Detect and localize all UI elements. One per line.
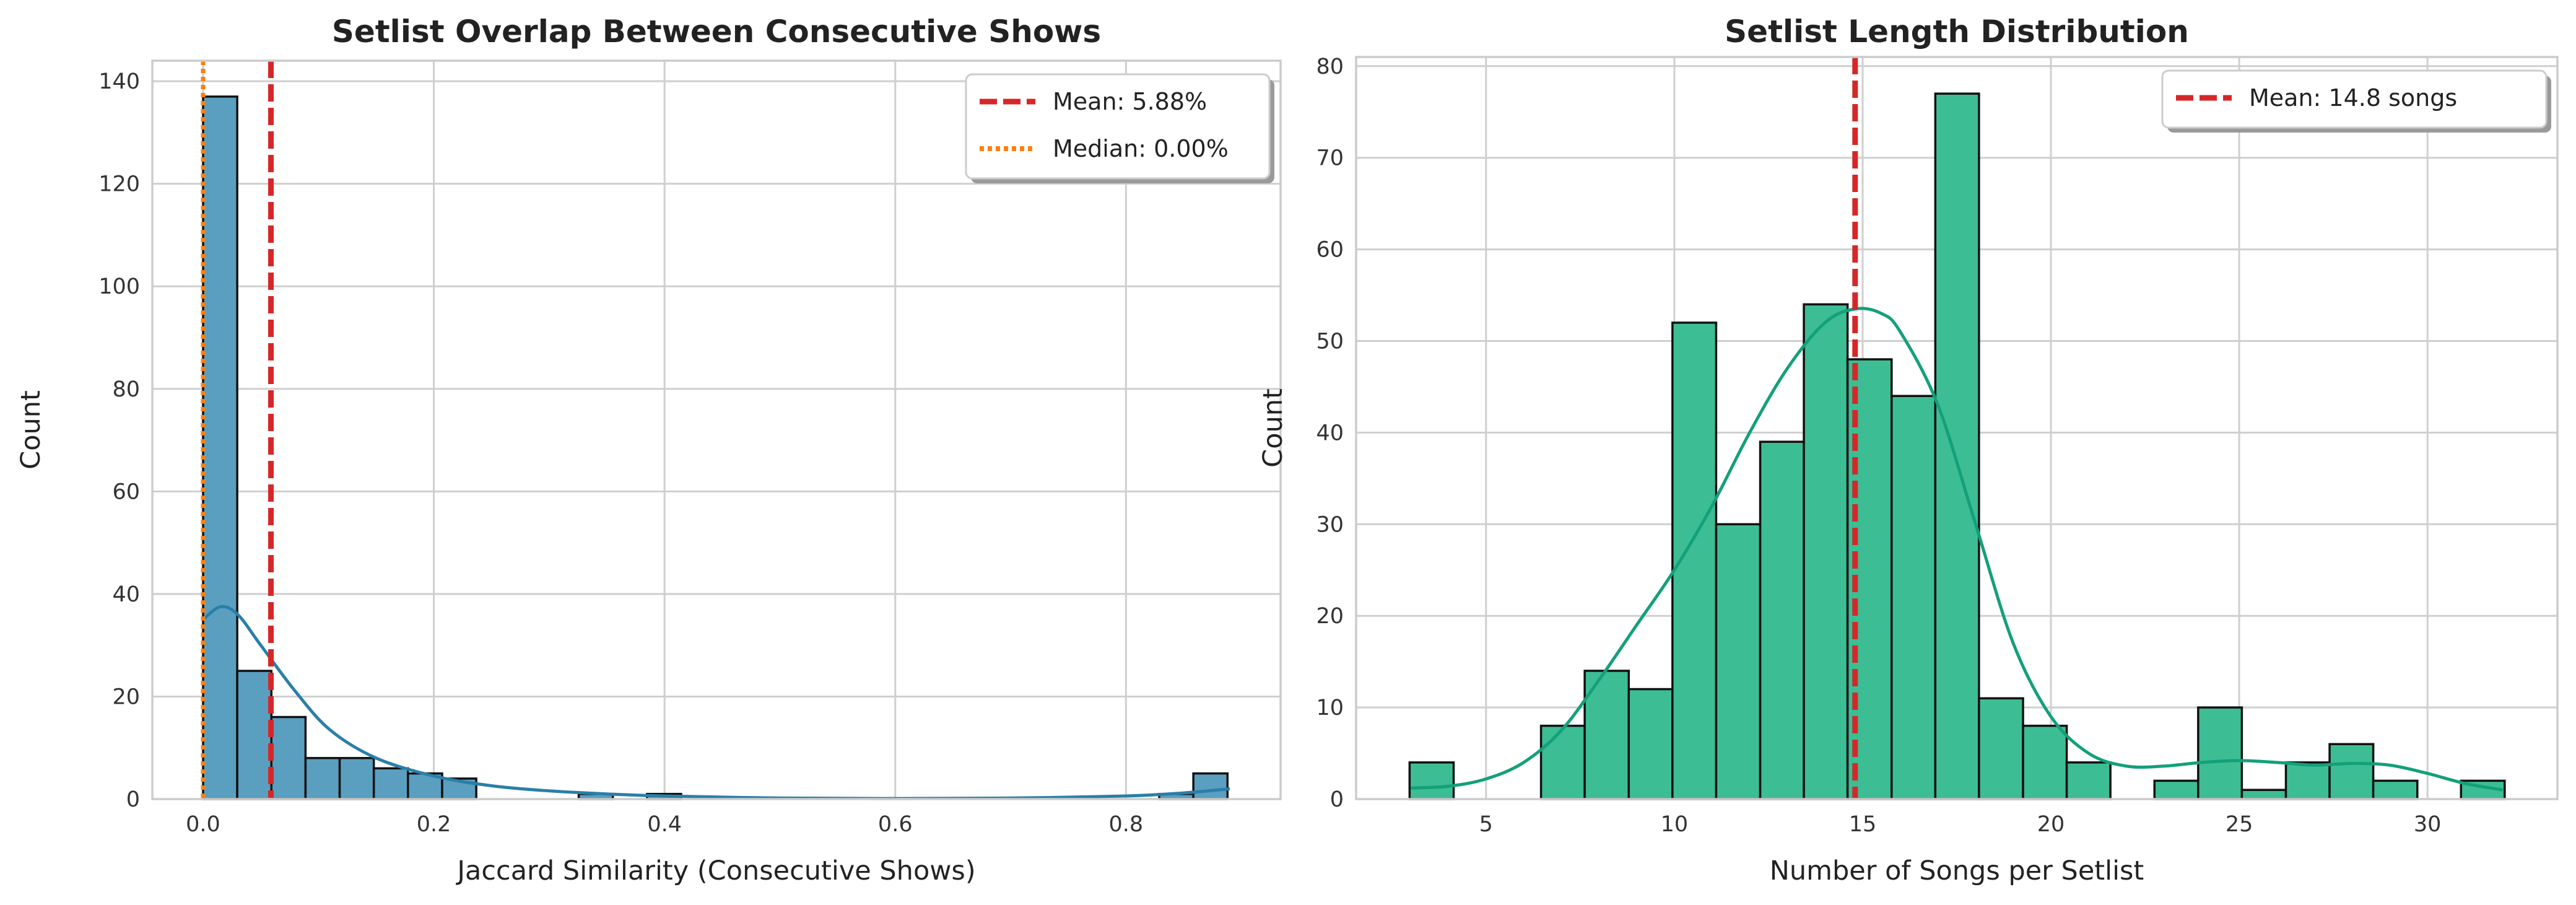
y-tick-label: 50 (1316, 329, 1344, 354)
y-tick-label: 20 (1316, 604, 1344, 629)
histogram-bar (1978, 697, 2024, 800)
histogram-bars (1408, 92, 2506, 800)
histogram-bar (270, 715, 307, 800)
chart-setlist-length: 5 10 15 20 25 30 0 10 20 30 40 50 60 70 80 Setlist Leng… (1258, 14, 2559, 886)
y-tick-label: 10 (1316, 696, 1344, 720)
y-tick-label: 70 (1316, 146, 1344, 171)
x-axis-label: Jaccard Similarity (Consecutive Shows) (455, 855, 975, 886)
y-tick-label: 120 (98, 172, 140, 197)
y-tick-label: 80 (1316, 55, 1344, 79)
y-tick-label: 100 (98, 274, 140, 299)
kde-curve (202, 605, 1230, 800)
legend-label-mean: Mean: 5.88% (1053, 88, 1207, 115)
chart-title: Setlist Overlap Between Consecutive Show… (332, 14, 1101, 50)
histogram-bar (236, 670, 273, 800)
histogram-bar (1891, 395, 1937, 800)
x-tick-label: 0.0 (186, 812, 220, 837)
chart-title: Setlist Length Distribution (1725, 14, 2189, 50)
histogram-bar (1803, 303, 1849, 800)
x-tick-label: 5 (1479, 812, 1493, 837)
x-tick-label: 25 (2226, 812, 2253, 837)
y-tick-label: 60 (112, 479, 140, 504)
y-tick-label: 0 (1330, 787, 1344, 812)
y-tick-label: 20 (112, 684, 140, 709)
y-tick-label: 0 (126, 787, 140, 812)
histogram-bar (202, 95, 238, 800)
histogram-bar (1192, 772, 1229, 800)
legend-label-median: Median: 0.00% (1053, 135, 1229, 162)
axes-frame (151, 59, 1282, 800)
histogram-bar (2153, 779, 2200, 800)
x-tick-label: 10 (1661, 812, 1689, 837)
histogram-bar (1715, 523, 1762, 800)
legend-box (2161, 69, 2548, 129)
x-tick-label: 20 (2037, 812, 2065, 837)
x-tick-label: 15 (1849, 812, 1877, 837)
chart-setlist-overlap: 0.0 0.2 0.4 0.6 0.8 0 20 40 60 80 100 120 140 Setlist… (15, 14, 1282, 886)
y-tick-label: 80 (112, 377, 140, 402)
histogram-bar (1759, 440, 1805, 800)
histogram-bar (2197, 706, 2243, 800)
kde-curve (1411, 307, 2504, 792)
histogram-bar (304, 757, 341, 800)
legend-box (965, 73, 1271, 180)
legend: Mean: 5.88% Median: 0.00% (965, 73, 1274, 183)
histogram-bar (2284, 761, 2331, 800)
y-tick-label: 60 (1316, 238, 1344, 263)
x-tick-label: 0.6 (878, 812, 913, 837)
y-tick-label: 40 (112, 582, 140, 607)
legend-label-mean: Mean: 14.8 songs (2249, 84, 2457, 111)
histogram-bar (2328, 743, 2375, 800)
y-tick-label: 40 (1316, 421, 1344, 445)
histogram-bar (2022, 724, 2068, 800)
x-tick-label: 30 (2414, 812, 2442, 837)
histogram-bar (2372, 779, 2419, 800)
y-axis-label: Count (15, 390, 46, 470)
histogram-bar (372, 767, 409, 800)
x-tick-label: 0.2 (417, 812, 451, 837)
histogram-bar (1539, 724, 1586, 800)
x-axis-label: Number of Songs per Setlist (1770, 855, 2144, 886)
x-tick-label: 0.8 (1109, 812, 1144, 837)
grid (1356, 57, 2557, 800)
histogram-bars (202, 95, 1229, 800)
axes-frame (1355, 56, 2559, 800)
histogram-bar (1627, 688, 1674, 800)
histogram-bar (338, 757, 375, 800)
x-tick-label: 0.4 (647, 812, 682, 837)
y-tick-label: 30 (1316, 512, 1344, 537)
histogram-bar (1934, 92, 1980, 800)
histogram-bar (1408, 761, 1455, 800)
histogram-bar (2065, 761, 2112, 800)
y-tick-label: 140 (98, 69, 140, 94)
histogram-bar (2240, 789, 2287, 800)
legend: Mean: 14.8 songs (2161, 69, 2551, 133)
y-axis-label: Count (1258, 388, 1289, 468)
